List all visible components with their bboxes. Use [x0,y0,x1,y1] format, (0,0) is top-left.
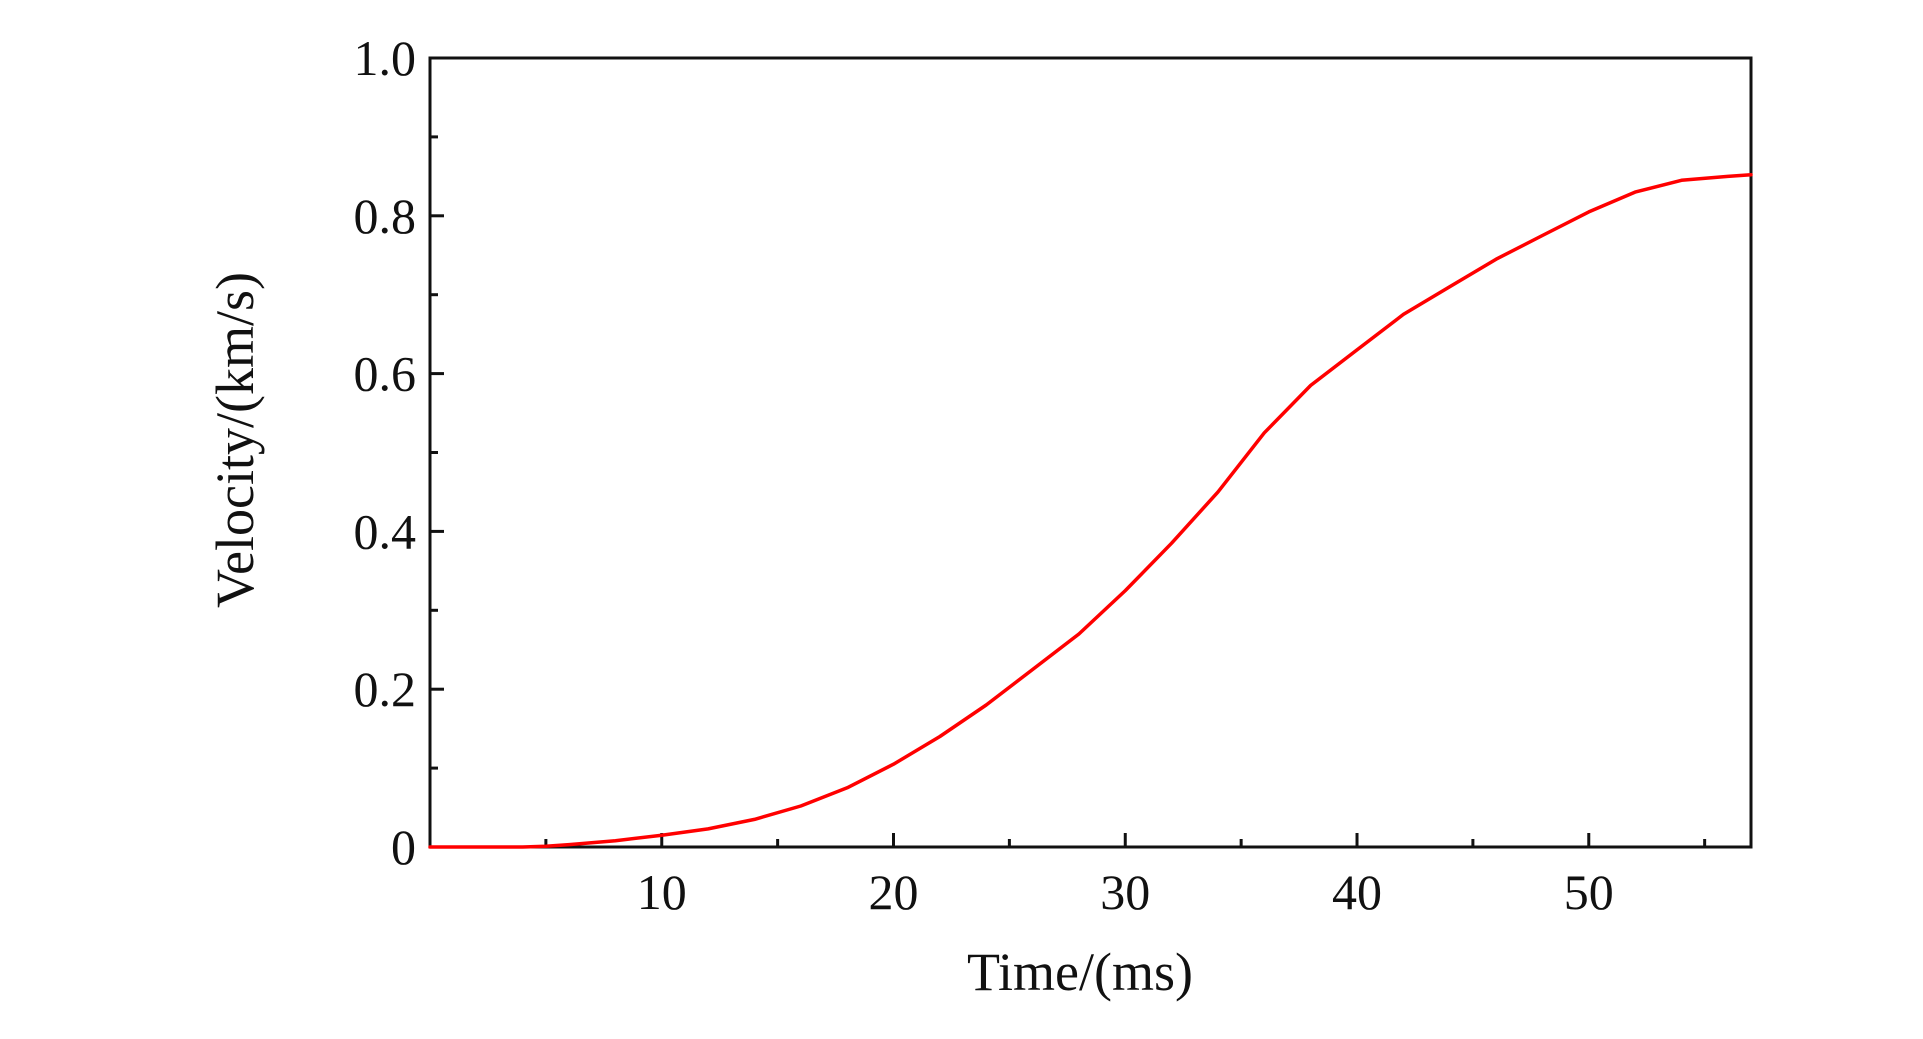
x-axis-title: Time/(ms) [967,942,1193,1002]
x-tick-label: 20 [869,864,919,920]
x-tick-label: 40 [1332,864,1382,920]
plot-frame-layer [428,56,1753,849]
y-tick-label: 0.6 [354,346,417,402]
y-tick-label: 0.4 [354,503,417,559]
x-tick-label: 10 [637,864,687,920]
series-layer [428,173,1753,849]
y-tick-label: 0.2 [354,661,417,717]
x-tick-label: 30 [1100,864,1150,920]
y-tick-label: 1.0 [354,30,417,86]
y-tick-label: 0 [391,819,416,875]
labels-layer: Time/(ms) Velocity/(km/s) [205,272,1193,1002]
y-axis-title: Velocity/(km/s) [205,272,265,608]
plot-frame [428,56,1753,849]
x-tick-label: 50 [1564,864,1614,920]
ticks-layer: 10 20 30 40 50 0 0.2 0.4 0.6 0.8 1.0 [354,30,1707,920]
series-line-0 [428,173,1753,849]
y-tick-label: 0.8 [354,188,417,244]
